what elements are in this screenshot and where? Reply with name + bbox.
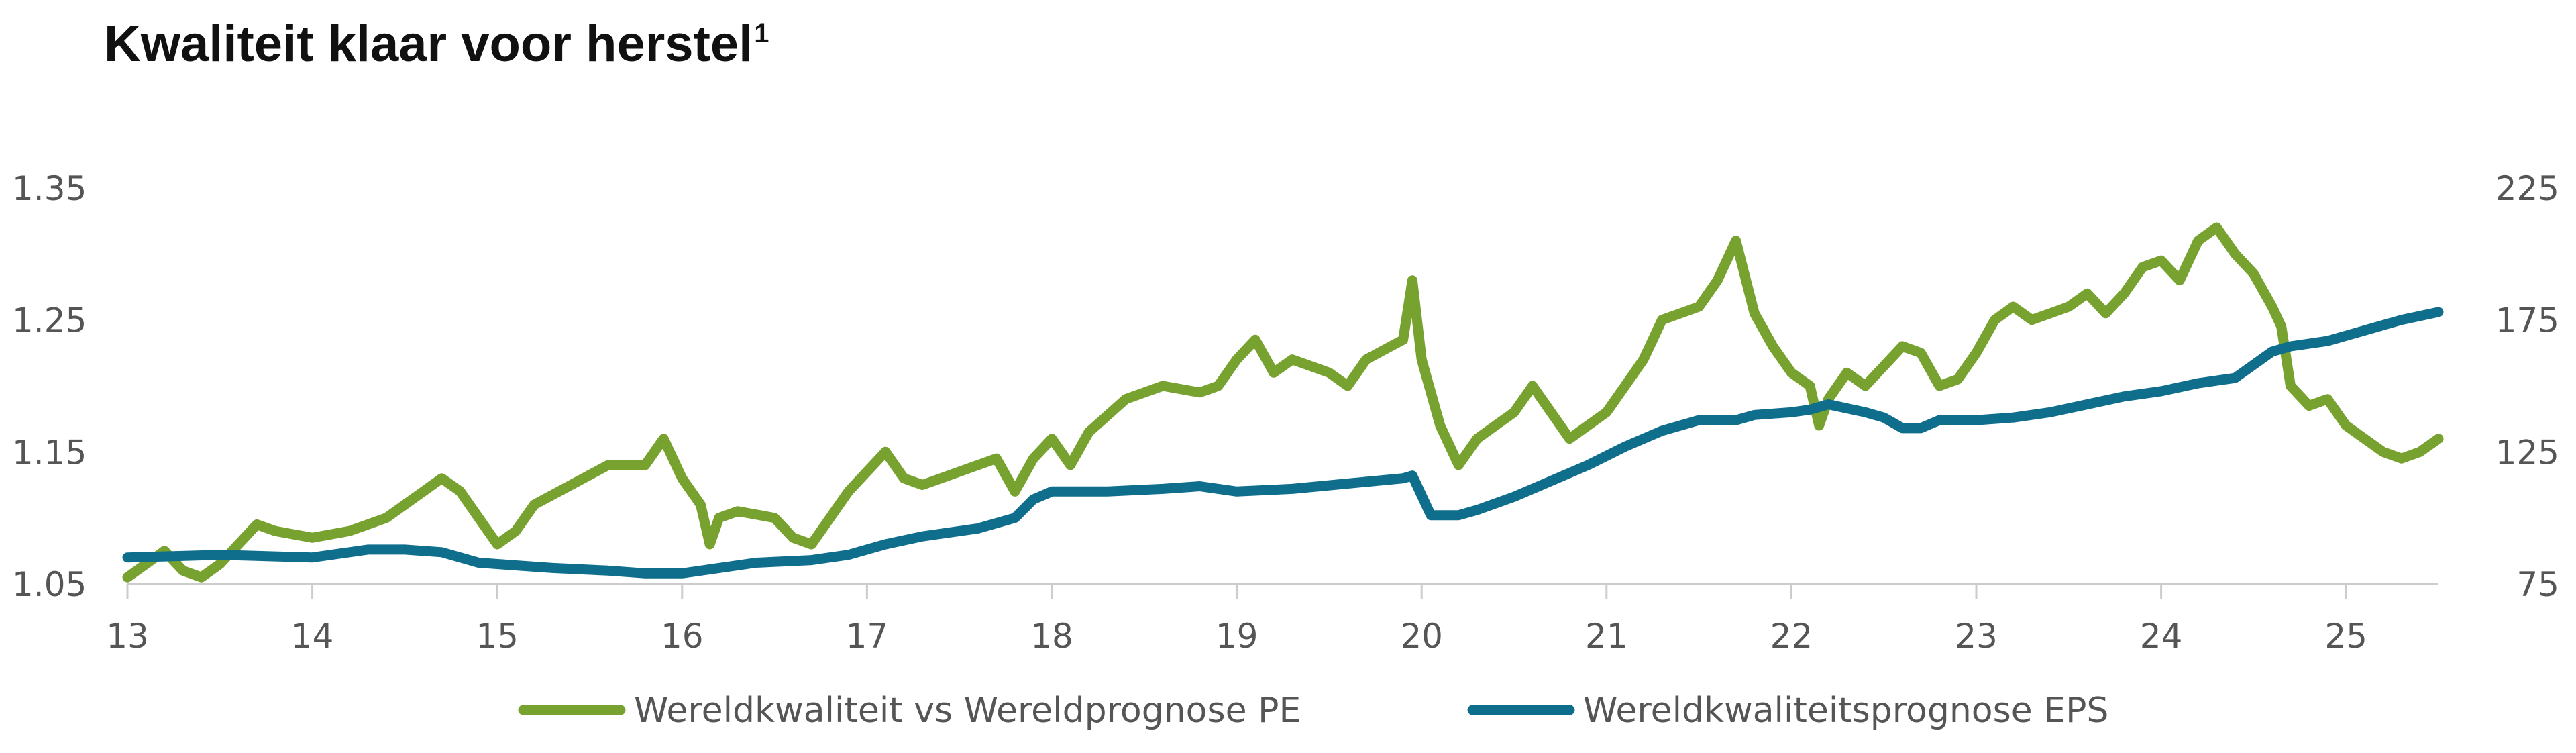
x-tick-label: 18 xyxy=(1030,617,1073,656)
x-tick-label: 15 xyxy=(476,617,519,656)
x-tick-label: 23 xyxy=(1955,617,1998,656)
y-right-tick-label: 175 xyxy=(2496,301,2559,340)
page-title: Kwaliteit klaar voor herstel1 xyxy=(104,15,769,73)
legend-label-2: Wereldkwaliteitsprognose EPS xyxy=(1583,691,2108,731)
x-tick-label: 20 xyxy=(1400,617,1443,656)
x-tick-label: 24 xyxy=(2140,617,2183,656)
y-left-tick-label: 1.05 xyxy=(12,565,87,604)
footnote-marker: 1 xyxy=(754,19,769,48)
series-line-1 xyxy=(122,222,2444,583)
x-tick-label: 16 xyxy=(661,617,704,656)
x-tick-label: 21 xyxy=(1585,617,1628,656)
title-text: Kwaliteit klaar voor herstel xyxy=(104,15,753,72)
left-axis-ticks: 1.05 1.15 1.25 1.35 xyxy=(12,169,87,604)
x-tick-label: 22 xyxy=(1770,617,1813,656)
x-axis-tick-labels: 13 14 15 16 17 18 19 20 21 22 23 24 25 xyxy=(106,617,2367,656)
y-left-tick-label: 1.25 xyxy=(12,301,87,340)
y-left-tick-label: 1.35 xyxy=(12,169,87,208)
x-axis-tickmarks xyxy=(126,584,2347,599)
x-tick-label: 19 xyxy=(1216,617,1258,656)
x-tick-label: 25 xyxy=(2324,617,2367,656)
y-right-tick-label: 75 xyxy=(2516,565,2559,604)
legend-label-1: Wereldkwaliteit vs Wereldprognose PE xyxy=(634,691,1301,731)
x-tick-label: 14 xyxy=(291,617,334,656)
x-tick-label: 17 xyxy=(846,617,889,656)
right-axis-ticks: 75 125 175 225 xyxy=(2496,169,2559,604)
series-line-2 xyxy=(122,307,2444,579)
series-group xyxy=(122,222,2444,583)
y-right-tick-label: 225 xyxy=(2496,169,2559,208)
y-right-tick-label: 125 xyxy=(2496,433,2559,472)
y-left-tick-label: 1.15 xyxy=(12,433,87,472)
x-tick-label: 13 xyxy=(106,617,149,656)
legend: Wereldkwaliteit vs Wereldprognose PE Were… xyxy=(518,691,2108,731)
